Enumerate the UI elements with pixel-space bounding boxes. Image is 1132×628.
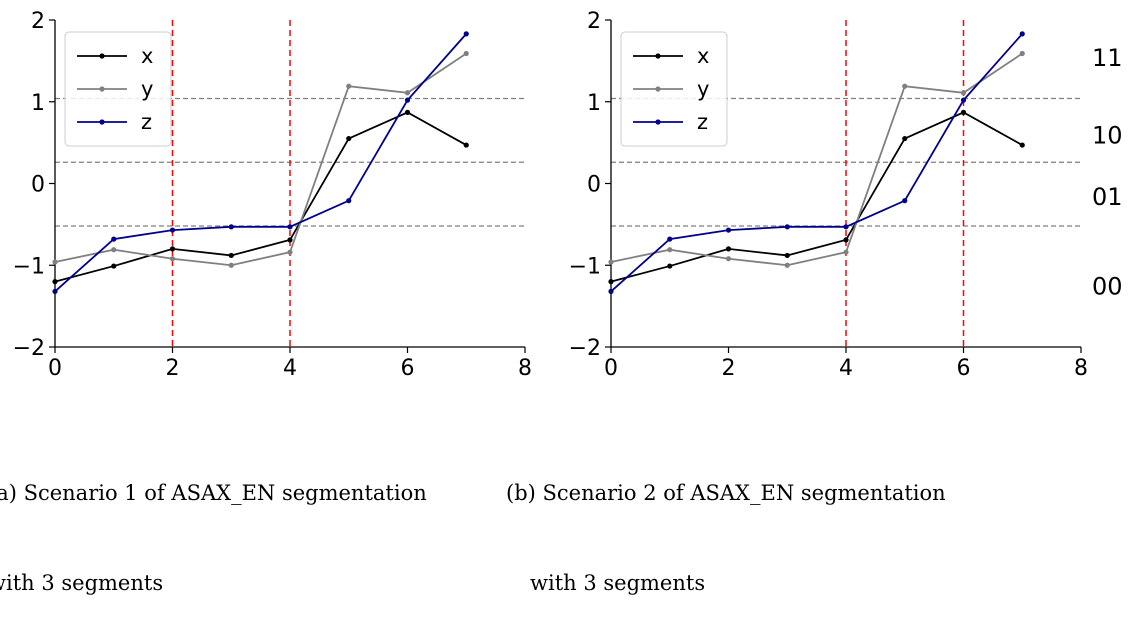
series-point-x — [784, 252, 790, 259]
series-point-z — [111, 236, 117, 242]
series-point-z — [960, 97, 967, 103]
series-point-y — [843, 249, 849, 255]
caption-a-line1: (a) Scenario 1 of ASAX_EN segmentation — [0, 481, 427, 505]
series-point-x — [169, 246, 176, 252]
caption-b-line1: (b) Scenario 2 of ASAX_EN segmentation — [506, 481, 946, 505]
x-tick-label: 6 — [957, 356, 971, 381]
series-point-y — [169, 256, 176, 262]
y-tick-label: −2 — [569, 336, 601, 361]
series-point-z — [404, 97, 411, 103]
legend-marker-z — [99, 119, 105, 125]
series-point-z — [169, 227, 176, 233]
y-tick-label: 0 — [587, 173, 601, 198]
series-line-y — [610, 52, 1023, 267]
y-tick-label: 2 — [587, 9, 601, 34]
legend-label-z: z — [697, 110, 708, 134]
symbol-label: 00 — [1092, 273, 1123, 301]
series-point-x — [228, 252, 234, 259]
series-line-z — [54, 33, 467, 293]
series-point-x — [608, 279, 614, 285]
series-line-y — [54, 52, 467, 267]
caption-a: (a) Scenario 1 of ASAX_EN segmentation w… — [0, 418, 427, 628]
caption-a-line2: with 3 segments — [0, 571, 164, 595]
legend-marker-y — [655, 86, 661, 92]
x-tick-label: 4 — [283, 356, 297, 381]
y-tick-label: 1 — [31, 91, 45, 116]
series-point-y — [725, 256, 732, 262]
legend-label-z: z — [141, 110, 152, 134]
series-point-x — [463, 142, 469, 148]
x-tick-label: 2 — [166, 356, 180, 381]
series-point-y — [784, 262, 790, 268]
caption-b: (b) Scenario 2 of ASAX_EN segmentation w… — [506, 418, 946, 628]
series-point-z — [228, 224, 234, 230]
chart-panel-a: 0 2 4 6 8 −2 −1 0 1 2 xyz — [13, 9, 532, 381]
legend-label-x: x — [697, 44, 709, 68]
series-point-y — [52, 259, 58, 265]
x-tick-label: 4 — [839, 356, 853, 381]
y-tick-label: −2 — [13, 336, 45, 361]
series-point-z — [667, 236, 673, 242]
series-point-z — [463, 31, 469, 37]
x-tick-label: 0 — [604, 356, 618, 381]
symbol-label: 10 — [1092, 121, 1123, 149]
caption-b-line2: with 3 segments — [530, 571, 706, 595]
series-point-y — [667, 247, 673, 253]
series-point-x — [725, 246, 732, 252]
series-point-x — [667, 263, 673, 269]
series-point-y — [463, 50, 469, 57]
x-tick-label: 0 — [48, 356, 62, 381]
series-point-y — [960, 90, 967, 96]
x-tick-label: 8 — [1074, 356, 1088, 381]
series-point-z — [1019, 31, 1025, 37]
symbol-label: 11 — [1092, 44, 1123, 72]
series-point-y — [608, 259, 614, 265]
x-tick-label: 2 — [722, 356, 736, 381]
series-point-y — [902, 83, 908, 89]
series-point-y — [228, 262, 234, 268]
x-tick-label: 8 — [518, 356, 532, 381]
series-point-x — [346, 135, 352, 142]
series-point-x — [902, 135, 908, 142]
y-tick-label: 2 — [31, 9, 45, 34]
series-point-y — [404, 90, 411, 96]
legend-label-y: y — [141, 77, 153, 101]
series-point-z — [608, 288, 614, 295]
series-point-x — [111, 263, 117, 269]
symbol-label: 01 — [1092, 183, 1123, 211]
series-point-z — [287, 224, 293, 230]
series-point-z — [902, 198, 908, 204]
y-tick-label: −1 — [13, 254, 45, 279]
legend-marker-x — [99, 53, 105, 59]
legend-marker-x — [655, 53, 661, 59]
series-point-z — [784, 224, 790, 230]
y-tick-label: 0 — [31, 173, 45, 198]
series-line-z — [610, 33, 1023, 293]
series-point-z — [843, 224, 849, 230]
series-point-z — [52, 288, 58, 295]
series-point-x — [960, 109, 967, 115]
x-tick-label: 6 — [401, 356, 415, 381]
series-point-z — [346, 198, 352, 204]
legend-label-y: y — [697, 77, 709, 101]
y-tick-label: 1 — [587, 91, 601, 116]
series-point-y — [346, 83, 352, 89]
series-point-x — [1019, 142, 1025, 148]
legend-marker-z — [655, 119, 661, 125]
series-point-z — [725, 227, 732, 233]
series-point-x — [843, 237, 849, 243]
series-point-x — [287, 237, 293, 243]
series-point-y — [1019, 50, 1025, 57]
legend-marker-y — [99, 86, 105, 92]
series-point-x — [404, 109, 411, 115]
series-point-y — [111, 247, 117, 253]
series-point-y — [287, 249, 293, 255]
legend-label-x: x — [141, 44, 153, 68]
series-point-x — [52, 279, 58, 285]
y-tick-label: −1 — [569, 254, 601, 279]
